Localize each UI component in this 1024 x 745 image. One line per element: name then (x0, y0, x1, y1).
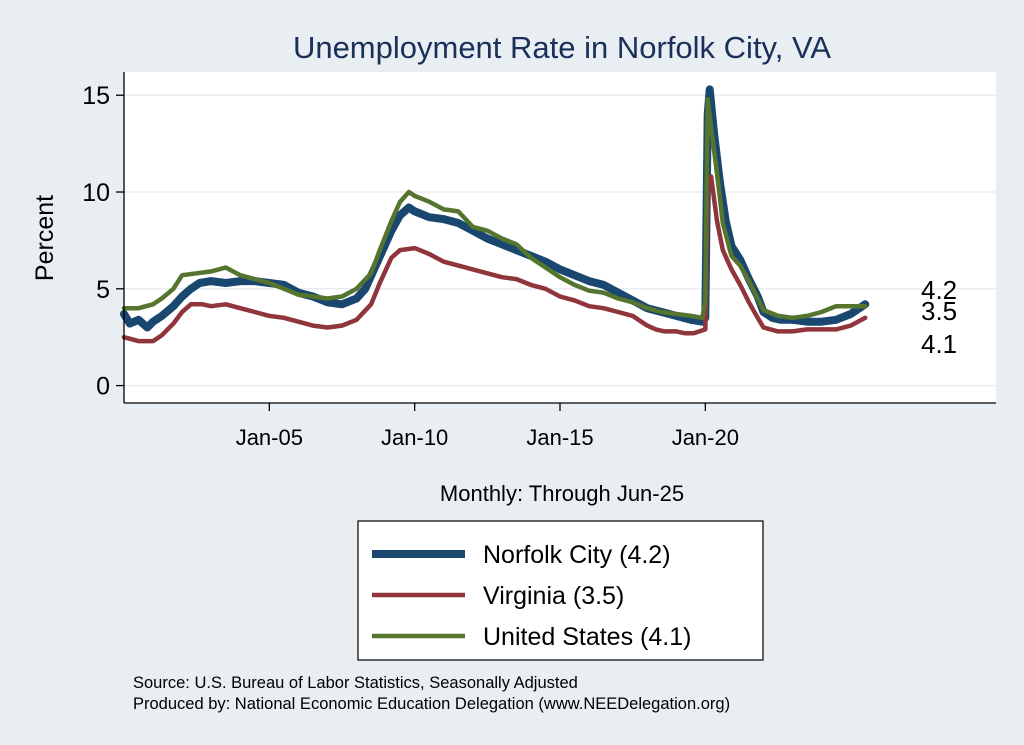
legend-entry-1: Virginia (3.5) (483, 582, 624, 610)
grid-lines (124, 94, 996, 387)
series-line-1 (121, 174, 868, 344)
x-axis-ticks: Jan-05 Jan-10 Jan-15 Jan-20 (236, 403, 739, 450)
x-tick-label: Jan-05 (236, 425, 303, 450)
y-tick-label: 15 (82, 82, 110, 110)
x-axis-label: Monthly: Through Jun-25 (440, 481, 684, 506)
legend-entry-2: United States (4.1) (483, 623, 691, 651)
legend-entry-0: Norfolk City (4.2) (483, 541, 671, 569)
y-tick-label: 10 (82, 179, 110, 207)
source-line-2: Produced by: National Economic Education… (133, 695, 730, 713)
series-line-2 (121, 96, 868, 321)
x-tick-label: Jan-20 (672, 425, 739, 450)
series-end-label-1: 3.5 (921, 296, 957, 326)
series-end-label-2: 4.1 (921, 329, 957, 359)
x-tick-label: Jan-10 (381, 425, 448, 450)
series-end-labels: 4.23.54.1 (921, 275, 957, 359)
x-tick-label: Jan-15 (526, 425, 593, 450)
series-line-0 (120, 85, 870, 332)
series-end-label-0: 4.2 (921, 275, 957, 305)
y-axis-ticks: 0 5 10 15 (82, 82, 124, 401)
chart-title: Unemployment Rate in Norfolk City, VA (293, 30, 831, 65)
y-axis-label: Percent (31, 195, 59, 281)
y-tick-label: 5 (96, 276, 110, 304)
y-tick-label: 0 (96, 373, 110, 401)
legend: Norfolk City (4.2) Virginia (3.5) United S… (357, 520, 764, 661)
plot-area: 0 5 10 15 Jan-05 Jan-10 Jan-15 Jan-20 4.23.54.… (82, 72, 996, 450)
series-lines (120, 85, 870, 344)
plot-background (124, 72, 996, 403)
source-line-1: Source: U.S. Bureau of Labor Statistics,… (133, 674, 578, 692)
